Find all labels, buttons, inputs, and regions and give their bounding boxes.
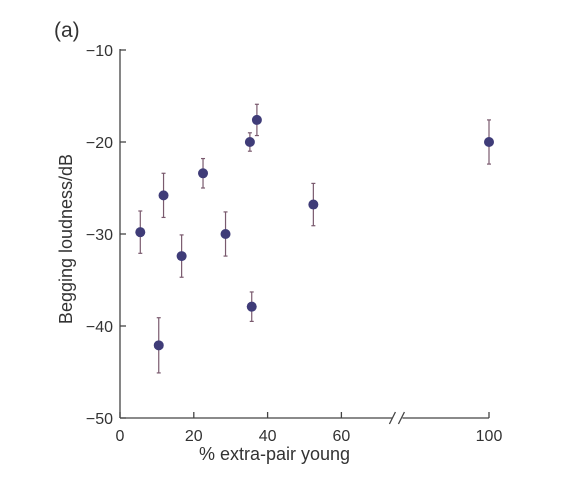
data-point-group (308, 182, 319, 227)
axis-break-gap (392, 415, 403, 421)
data-point (198, 168, 209, 179)
data-point (308, 199, 319, 210)
data-point-group (244, 132, 255, 152)
axes (119, 49, 489, 419)
x-axis-label: % extra-pair young (199, 444, 350, 464)
y-tick-label: −10 (86, 43, 113, 60)
x-tick-label: 100 (476, 428, 503, 445)
x-tick-label: 0 (116, 428, 125, 445)
data-point-group (220, 211, 231, 257)
data-point (176, 251, 187, 262)
data-point-group (246, 291, 257, 322)
data-point (135, 227, 146, 238)
data-points (135, 103, 494, 374)
data-point-group (135, 210, 146, 254)
axis-break-slash (388, 411, 397, 425)
data-point (158, 190, 169, 201)
x-axis-break-marker (388, 411, 406, 425)
data-point (251, 114, 262, 125)
data-point (153, 340, 164, 351)
x-tick-label: 40 (259, 428, 277, 445)
data-point-group (198, 157, 209, 189)
y-tick-label: −50 (86, 411, 113, 428)
axis-break-slash (397, 411, 406, 425)
panel-label: (a) (54, 19, 80, 42)
data-point-group (153, 317, 164, 374)
data-point (484, 137, 494, 147)
y-axis-label: Begging loudness/dB (56, 154, 76, 324)
y-ticks: −50 −40 −30 −20 −10 (86, 43, 126, 428)
y-tick-label: −40 (86, 319, 113, 336)
data-point (220, 229, 231, 239)
x-tick-label: 20 (185, 428, 203, 445)
data-point-group (484, 119, 494, 165)
data-point (246, 301, 257, 312)
data-point-group (158, 172, 169, 219)
data-point-group (251, 103, 262, 137)
x-tick-label: 60 (333, 428, 351, 445)
data-point (244, 137, 255, 147)
x-ticks: 0 20 40 60 100 (116, 412, 503, 445)
data-point-group (176, 234, 187, 278)
y-tick-label: −20 (86, 135, 113, 152)
y-tick-label: −30 (86, 227, 113, 244)
